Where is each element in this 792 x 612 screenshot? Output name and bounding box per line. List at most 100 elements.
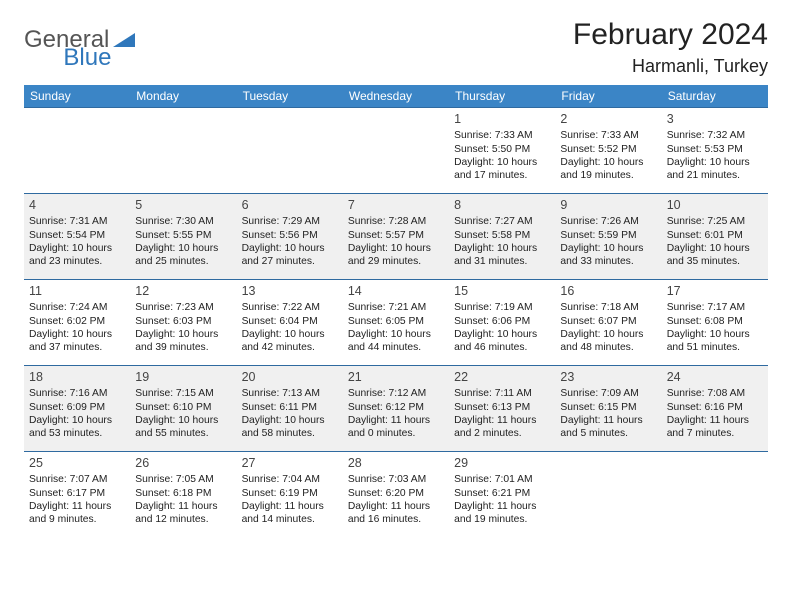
calendar-blank-cell — [130, 108, 236, 194]
weekday-header-row: SundayMondayTuesdayWednesdayThursdayFrid… — [24, 85, 768, 108]
day-sunrise: Sunrise: 7:30 AM — [135, 215, 231, 228]
weekday-header: Wednesday — [343, 85, 449, 108]
day-dl1: Daylight: 10 hours — [454, 242, 550, 255]
day-sunset: Sunset: 5:52 PM — [560, 143, 656, 156]
day-sunset: Sunset: 6:04 PM — [242, 315, 338, 328]
day-number: 15 — [454, 283, 550, 299]
day-dl2: and 55 minutes. — [135, 427, 231, 440]
location: Harmanli, Turkey — [573, 56, 768, 77]
calendar-day-cell: 22Sunrise: 7:11 AMSunset: 6:13 PMDayligh… — [449, 366, 555, 452]
day-dl2: and 37 minutes. — [29, 341, 125, 354]
day-dl1: Daylight: 10 hours — [135, 328, 231, 341]
day-number: 9 — [560, 197, 656, 213]
weekday-header: Thursday — [449, 85, 555, 108]
calendar-day-cell: 5Sunrise: 7:30 AMSunset: 5:55 PMDaylight… — [130, 194, 236, 280]
day-number: 20 — [242, 369, 338, 385]
day-sunset: Sunset: 6:06 PM — [454, 315, 550, 328]
day-sunrise: Sunrise: 7:33 AM — [454, 129, 550, 142]
day-sunrise: Sunrise: 7:03 AM — [348, 473, 444, 486]
day-number: 16 — [560, 283, 656, 299]
brand-logo: General Blue — [24, 18, 187, 54]
day-number: 11 — [29, 283, 125, 299]
calendar-body: 1Sunrise: 7:33 AMSunset: 5:50 PMDaylight… — [24, 108, 768, 538]
calendar-day-cell: 29Sunrise: 7:01 AMSunset: 6:21 PMDayligh… — [449, 452, 555, 538]
calendar-day-cell: 27Sunrise: 7:04 AMSunset: 6:19 PMDayligh… — [237, 452, 343, 538]
day-dl2: and 35 minutes. — [667, 255, 763, 268]
calendar-day-cell: 21Sunrise: 7:12 AMSunset: 6:12 PMDayligh… — [343, 366, 449, 452]
day-number: 6 — [242, 197, 338, 213]
day-sunset: Sunset: 6:13 PM — [454, 401, 550, 414]
day-dl1: Daylight: 10 hours — [454, 328, 550, 341]
day-sunset: Sunset: 5:56 PM — [242, 229, 338, 242]
day-dl2: and 16 minutes. — [348, 513, 444, 526]
weekday-header: Tuesday — [237, 85, 343, 108]
header: General Blue February 2024 Harmanli, Tur… — [24, 18, 768, 77]
day-sunset: Sunset: 6:17 PM — [29, 487, 125, 500]
day-number: 24 — [667, 369, 763, 385]
day-dl1: Daylight: 10 hours — [29, 242, 125, 255]
day-dl2: and 19 minutes. — [560, 169, 656, 182]
day-sunset: Sunset: 6:07 PM — [560, 315, 656, 328]
day-sunrise: Sunrise: 7:28 AM — [348, 215, 444, 228]
day-sunrise: Sunrise: 7:09 AM — [560, 387, 656, 400]
day-sunrise: Sunrise: 7:05 AM — [135, 473, 231, 486]
calendar-day-cell: 4Sunrise: 7:31 AMSunset: 5:54 PMDaylight… — [24, 194, 130, 280]
day-dl1: Daylight: 11 hours — [454, 414, 550, 427]
calendar-day-cell: 25Sunrise: 7:07 AMSunset: 6:17 PMDayligh… — [24, 452, 130, 538]
calendar-blank-cell — [555, 452, 661, 538]
day-dl2: and 58 minutes. — [242, 427, 338, 440]
day-dl2: and 5 minutes. — [560, 427, 656, 440]
day-number: 3 — [667, 111, 763, 127]
day-sunset: Sunset: 6:18 PM — [135, 487, 231, 500]
day-sunset: Sunset: 6:15 PM — [560, 401, 656, 414]
day-sunrise: Sunrise: 7:32 AM — [667, 129, 763, 142]
day-dl1: Daylight: 10 hours — [667, 328, 763, 341]
day-dl1: Daylight: 10 hours — [135, 242, 231, 255]
calendar-day-cell: 15Sunrise: 7:19 AMSunset: 6:06 PMDayligh… — [449, 280, 555, 366]
calendar-day-cell: 14Sunrise: 7:21 AMSunset: 6:05 PMDayligh… — [343, 280, 449, 366]
calendar-day-cell: 26Sunrise: 7:05 AMSunset: 6:18 PMDayligh… — [130, 452, 236, 538]
day-dl1: Daylight: 10 hours — [242, 242, 338, 255]
day-sunset: Sunset: 6:02 PM — [29, 315, 125, 328]
day-number: 22 — [454, 369, 550, 385]
day-dl2: and 51 minutes. — [667, 341, 763, 354]
day-sunset: Sunset: 5:54 PM — [29, 229, 125, 242]
day-dl2: and 21 minutes. — [667, 169, 763, 182]
calendar-day-cell: 13Sunrise: 7:22 AMSunset: 6:04 PMDayligh… — [237, 280, 343, 366]
weekday-header: Monday — [130, 85, 236, 108]
calendar-day-cell: 9Sunrise: 7:26 AMSunset: 5:59 PMDaylight… — [555, 194, 661, 280]
day-dl2: and 0 minutes. — [348, 427, 444, 440]
day-dl1: Daylight: 11 hours — [29, 500, 125, 513]
day-dl2: and 7 minutes. — [667, 427, 763, 440]
day-sunrise: Sunrise: 7:25 AM — [667, 215, 763, 228]
day-number: 1 — [454, 111, 550, 127]
day-sunrise: Sunrise: 7:22 AM — [242, 301, 338, 314]
day-sunset: Sunset: 6:12 PM — [348, 401, 444, 414]
day-sunset: Sunset: 6:20 PM — [348, 487, 444, 500]
day-dl1: Daylight: 10 hours — [348, 328, 444, 341]
day-number: 29 — [454, 455, 550, 471]
day-number: 25 — [29, 455, 125, 471]
day-number: 28 — [348, 455, 444, 471]
day-dl1: Daylight: 10 hours — [29, 414, 125, 427]
day-dl2: and 42 minutes. — [242, 341, 338, 354]
calendar-day-cell: 16Sunrise: 7:18 AMSunset: 6:07 PMDayligh… — [555, 280, 661, 366]
day-number: 12 — [135, 283, 231, 299]
day-dl2: and 25 minutes. — [135, 255, 231, 268]
day-dl1: Daylight: 11 hours — [667, 414, 763, 427]
day-dl2: and 46 minutes. — [454, 341, 550, 354]
day-dl2: and 33 minutes. — [560, 255, 656, 268]
day-dl1: Daylight: 10 hours — [242, 328, 338, 341]
day-dl1: Daylight: 10 hours — [242, 414, 338, 427]
brand-part2: Blue — [63, 44, 111, 72]
day-sunset: Sunset: 6:11 PM — [242, 401, 338, 414]
calendar-day-cell: 24Sunrise: 7:08 AMSunset: 6:16 PMDayligh… — [662, 366, 768, 452]
month-title: February 2024 — [573, 18, 768, 52]
day-sunset: Sunset: 5:57 PM — [348, 229, 444, 242]
day-dl2: and 23 minutes. — [29, 255, 125, 268]
day-dl1: Daylight: 10 hours — [135, 414, 231, 427]
calendar-day-cell: 17Sunrise: 7:17 AMSunset: 6:08 PMDayligh… — [662, 280, 768, 366]
day-sunset: Sunset: 6:16 PM — [667, 401, 763, 414]
calendar-week-row: 11Sunrise: 7:24 AMSunset: 6:02 PMDayligh… — [24, 280, 768, 366]
day-sunrise: Sunrise: 7:31 AM — [29, 215, 125, 228]
